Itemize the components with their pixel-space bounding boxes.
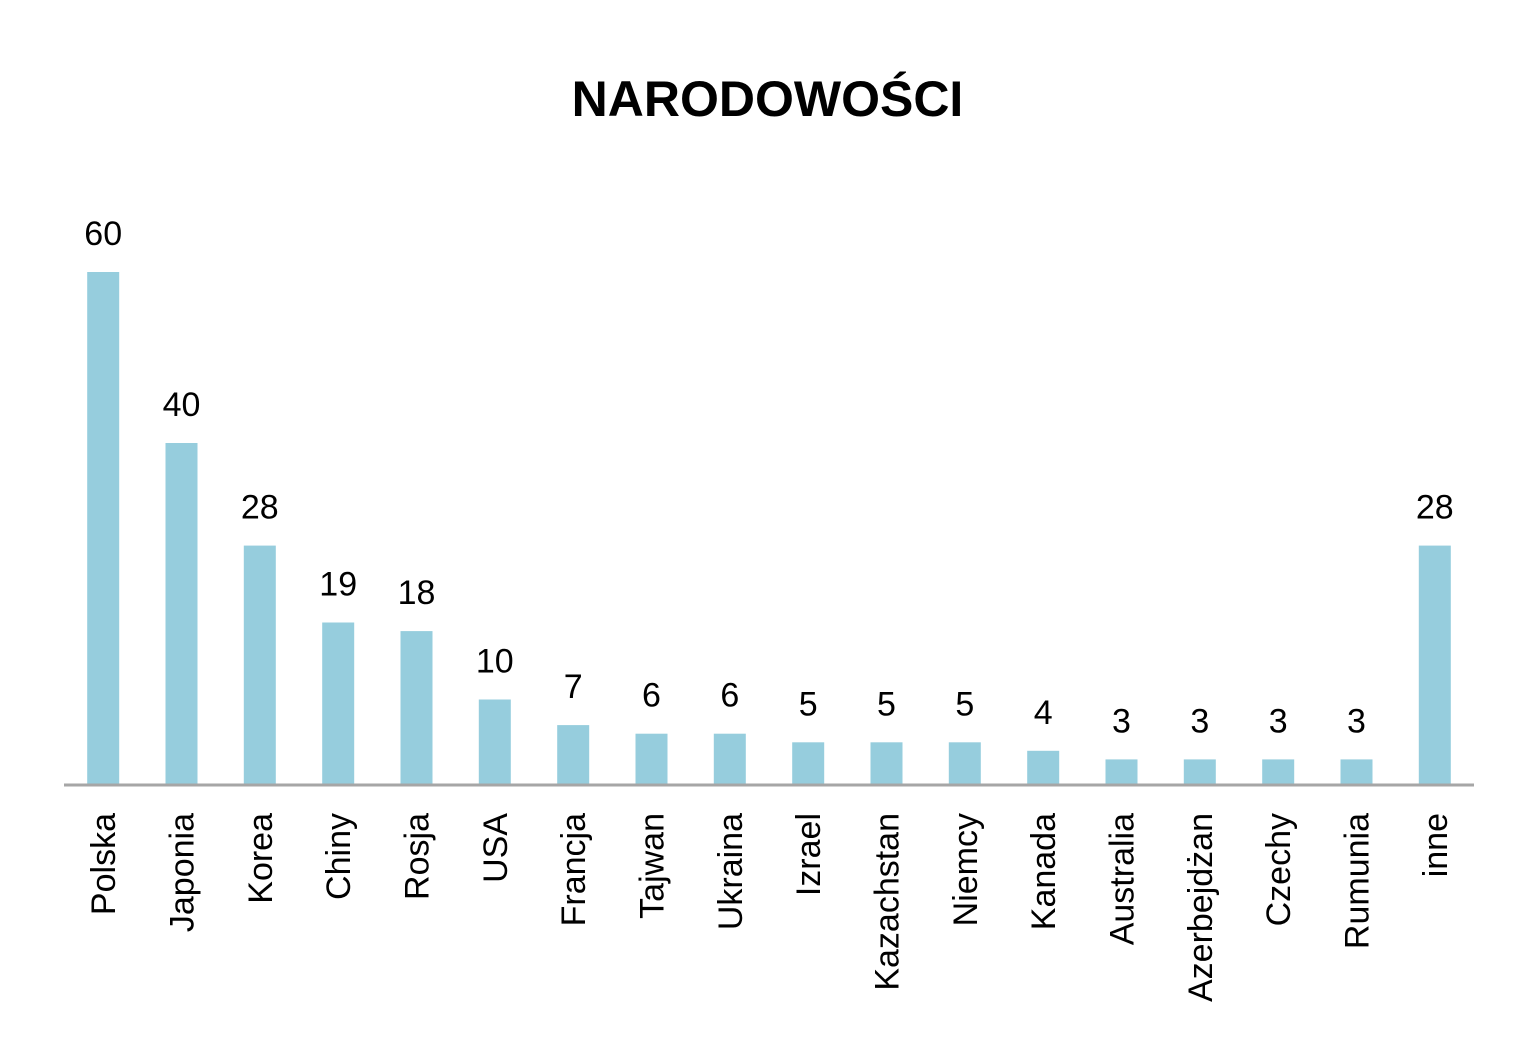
bar-chiny bbox=[322, 622, 355, 785]
data-label-francja: 7 bbox=[564, 668, 583, 706]
x-tick-label-francja: Francja bbox=[555, 813, 593, 926]
data-label-rumunia: 3 bbox=[1347, 702, 1366, 740]
x-tick-label-japonia: Japonia bbox=[164, 813, 202, 932]
chart-title: NARODOWOŚCI bbox=[571, 71, 964, 127]
bar-japonia bbox=[165, 443, 198, 785]
data-label-rosja: 18 bbox=[398, 574, 436, 612]
data-label-kanada: 4 bbox=[1034, 694, 1053, 732]
data-label-australia: 3 bbox=[1112, 702, 1131, 740]
bar-niemcy bbox=[948, 742, 981, 786]
data-label-niemcy: 5 bbox=[955, 685, 974, 723]
data-label-chiny: 19 bbox=[319, 566, 357, 604]
bar-kazachstan bbox=[870, 742, 903, 786]
bar-inne bbox=[1418, 545, 1451, 785]
data-label-izrael: 5 bbox=[799, 685, 818, 723]
bar-azerbejdżan bbox=[1183, 759, 1216, 786]
x-tick-label-ukraina: Ukraina bbox=[712, 813, 750, 930]
data-label-polska: 60 bbox=[84, 215, 122, 253]
bar-rumunia bbox=[1340, 759, 1373, 786]
data-label-korea: 28 bbox=[241, 489, 279, 527]
bar-ukraina bbox=[713, 733, 746, 785]
x-tick-label-polska: Polska bbox=[85, 813, 123, 915]
x-tick-label-azerbejdżan: Azerbejdżan bbox=[1182, 813, 1220, 1002]
x-tick-label-rumunia: Rumunia bbox=[1339, 813, 1377, 949]
bar-korea bbox=[243, 545, 276, 785]
bar-australia bbox=[1105, 759, 1138, 786]
bar-rosja bbox=[400, 631, 433, 785]
bar-usa bbox=[478, 699, 511, 785]
data-label-ukraina: 6 bbox=[720, 677, 739, 715]
x-tick-label-inne: inne bbox=[1417, 813, 1455, 877]
bar-polska bbox=[87, 272, 120, 785]
data-label-kazachstan: 5 bbox=[877, 685, 896, 723]
data-label-japonia: 40 bbox=[163, 386, 201, 424]
bars-group bbox=[87, 272, 1451, 786]
x-tick-label-czechy: Czechy bbox=[1260, 813, 1298, 926]
x-tick-label-izrael: Izrael bbox=[790, 813, 828, 896]
bar-francja bbox=[557, 725, 590, 785]
bar-izrael bbox=[792, 742, 825, 786]
x-tick-label-rosja: Rosja bbox=[399, 813, 437, 900]
x-tick-label-kanada: Kanada bbox=[1025, 813, 1063, 930]
data-labels-group: 60 40 28 19 18 10 7 6 6 5 5 5 4 3 3 3 3 28 bbox=[84, 215, 1453, 740]
data-label-inne: 28 bbox=[1416, 489, 1454, 527]
x-tick-label-usa: USA bbox=[477, 813, 515, 883]
x-tick-label-niemcy: Niemcy bbox=[947, 813, 985, 926]
data-label-tajwan: 6 bbox=[642, 677, 661, 715]
x-tick-label-australia: Australia bbox=[1104, 813, 1142, 945]
bar-tajwan bbox=[635, 733, 668, 785]
x-tick-label-tajwan: Tajwan bbox=[634, 813, 672, 919]
x-tick-label-chiny: Chiny bbox=[320, 813, 358, 900]
x-tick-labels-group: Polska Japonia Korea Chiny Rosja USA Francja Ta… bbox=[85, 813, 1455, 1002]
x-tick-label-korea: Korea bbox=[242, 813, 280, 904]
data-label-azerbejdżan: 3 bbox=[1190, 702, 1209, 740]
data-label-usa: 10 bbox=[476, 643, 514, 681]
data-label-czechy: 3 bbox=[1269, 702, 1288, 740]
x-tick-label-kazachstan: Kazachstan bbox=[869, 813, 907, 991]
bar-czechy bbox=[1262, 759, 1295, 786]
bar-kanada bbox=[1027, 750, 1060, 785]
